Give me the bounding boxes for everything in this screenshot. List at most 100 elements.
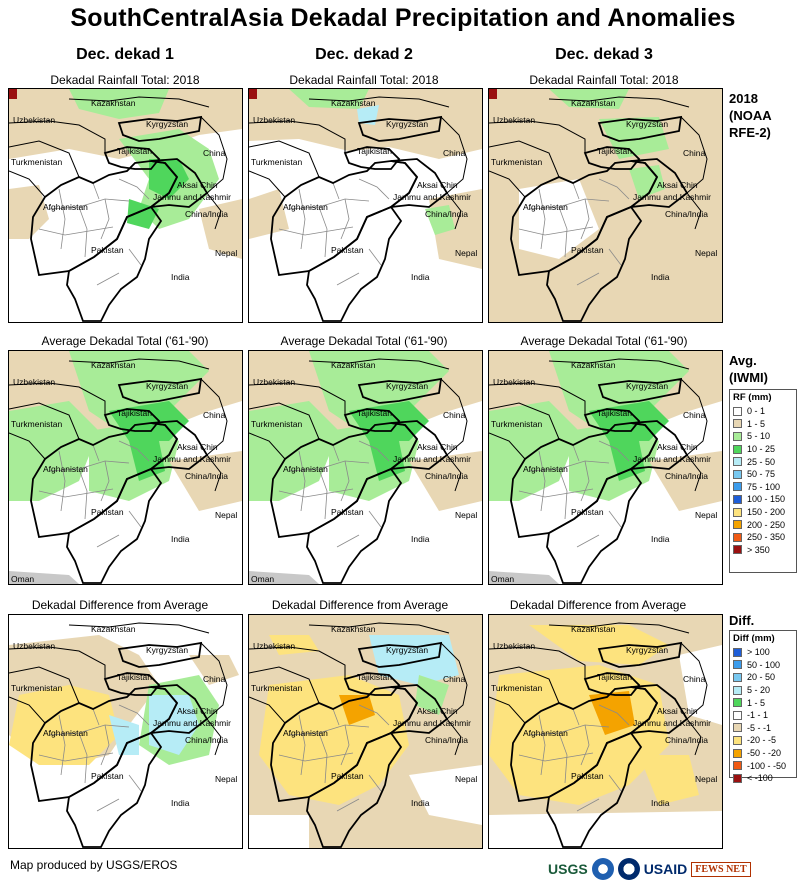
province-boundary xyxy=(368,248,382,266)
map-label-india: India xyxy=(651,534,670,544)
row-label-diff: Dekadal Difference from Average xyxy=(509,598,687,612)
country-boundary xyxy=(308,622,450,634)
precip-area xyxy=(189,655,239,685)
precip-area xyxy=(529,625,669,665)
province-boundary xyxy=(358,440,390,462)
country-boundary xyxy=(357,377,443,404)
precip-area xyxy=(289,89,369,109)
country-boundary xyxy=(680,116,708,230)
province-boundary xyxy=(598,440,630,462)
column-heading-dekad-2: Dec. dekad 2 xyxy=(315,46,413,63)
province-boundary xyxy=(558,468,568,520)
country-boundary xyxy=(103,408,161,432)
province-boundary xyxy=(96,534,120,548)
legend-swatch xyxy=(733,672,742,682)
province-boundary xyxy=(92,182,100,200)
country-boundary xyxy=(627,420,689,471)
row-label-total: Dekadal Rainfall Total: 2018 xyxy=(289,73,439,87)
map-label-uzbekistan: Uzbekistan xyxy=(13,115,55,125)
country-boundary xyxy=(66,205,163,322)
map-label-china-india: China/India xyxy=(425,471,468,481)
usaid-seal-icon xyxy=(617,858,640,880)
province-boundary xyxy=(572,444,580,462)
map-label-nepal: Nepal xyxy=(455,774,477,784)
province-boundary xyxy=(518,752,594,762)
country-boundary xyxy=(147,420,209,471)
precip-area xyxy=(249,89,257,99)
province-boundary xyxy=(332,708,340,726)
map-label-pakistan: Pakistan xyxy=(571,245,604,255)
rf-legend-title: RF (mm) xyxy=(733,392,772,403)
map-label-nepal: Nepal xyxy=(215,774,237,784)
legend-label: 50 - 75 xyxy=(747,469,776,480)
legend-swatch xyxy=(733,482,742,492)
precip-area xyxy=(9,401,99,501)
row-label-total: Dekadal Rainfall Total: 2018 xyxy=(529,73,679,87)
country-boundary xyxy=(548,622,690,634)
province-boundary xyxy=(58,714,66,776)
country-boundary xyxy=(627,684,689,735)
precip-area xyxy=(199,199,242,259)
map-label-nepal: Nepal xyxy=(215,510,237,520)
map-canvas: Kazakhstan Uzbekistan Kyrgyzstan Tajikistan… xyxy=(9,351,242,584)
legend-item: 20 - 50 xyxy=(730,671,796,684)
map-canvas: Kazakhstan Uzbekistan Kyrgyzstan Tajikistan… xyxy=(489,615,722,848)
country-boundary xyxy=(103,146,161,170)
province-boundary xyxy=(78,206,88,258)
map-label-afghanistan: Afghanistan xyxy=(43,464,88,474)
map-label-turkmenistan: Turkmenistan xyxy=(11,157,62,167)
logo-strip: USGS USAID FEWS NET xyxy=(548,855,796,883)
province-boundary xyxy=(128,510,142,528)
map-label-nepal: Nepal xyxy=(695,774,717,784)
map-label-turkmenistan: Turkmenistan xyxy=(491,419,542,429)
legend-label: 5 - 10 xyxy=(747,431,771,442)
province-boundary xyxy=(288,460,370,472)
precip-area xyxy=(69,89,169,119)
map-label-india: India xyxy=(411,798,430,808)
province-boundary xyxy=(576,534,600,548)
province-boundary xyxy=(298,450,306,512)
row-label-diff: Dekadal Difference from Average xyxy=(271,598,449,612)
map-label-turkmenistan: Turkmenistan xyxy=(251,683,302,693)
legend-item: 5 - 20 xyxy=(730,684,796,697)
map-label-nepal: Nepal xyxy=(695,510,717,520)
precip-area xyxy=(9,89,242,159)
country-boundary xyxy=(200,642,228,756)
province-boundary xyxy=(608,248,622,266)
precip-area xyxy=(609,441,645,481)
legend-item: 25 - 50 xyxy=(730,455,796,468)
map-label-china-india: China/India xyxy=(665,735,708,745)
province-boundary xyxy=(336,534,360,548)
map-label-afghanistan: Afghanistan xyxy=(283,202,328,212)
legend-label: > 100 xyxy=(747,647,770,658)
side-label-diff: Diff. xyxy=(729,612,754,629)
legend-item: 5 - 10 xyxy=(730,430,796,443)
map-label-tajikistan: Tajikistan xyxy=(357,146,392,156)
map-panel-diff-dekad-3: Kazakhstan Uzbekistan Kyrgyzstan Tajikistan… xyxy=(488,614,723,849)
country-boundary xyxy=(306,467,403,584)
credit-text: Map produced by USGS/EROS xyxy=(10,858,178,872)
side-label-line: 2018 xyxy=(729,91,758,106)
country-boundary xyxy=(548,358,690,370)
legend-item: 50 - 75 xyxy=(730,468,796,481)
province-boundary xyxy=(118,440,150,462)
map-label-china: China xyxy=(443,674,465,684)
map-panel-total-dekad-3: Kazakhstan Uzbekistan Kyrgyzstan Tajikistan… xyxy=(488,88,723,323)
map-canvas: Kazakhstan Uzbekistan Kyrgyzstan Tajikistan… xyxy=(489,89,722,322)
row-label-average: Average Dekadal Total ('61-'90) xyxy=(520,334,688,348)
legend-label: 1 - 5 xyxy=(747,697,766,708)
province-boundary xyxy=(608,774,622,792)
province-boundary xyxy=(572,182,580,200)
map-label-china: China xyxy=(683,148,705,158)
province-boundary xyxy=(38,752,114,762)
country-boundary xyxy=(387,420,449,471)
province-boundary xyxy=(580,460,590,502)
side-label-line: RFE-2) xyxy=(729,125,771,140)
precip-area xyxy=(9,685,119,765)
map-label-kazakhstan: Kazakhstan xyxy=(331,360,376,370)
country-boundary xyxy=(249,696,286,724)
map-label-china: China xyxy=(203,674,225,684)
province-boundary xyxy=(528,198,610,210)
country-boundary xyxy=(627,158,689,209)
country-boundary xyxy=(68,358,210,370)
